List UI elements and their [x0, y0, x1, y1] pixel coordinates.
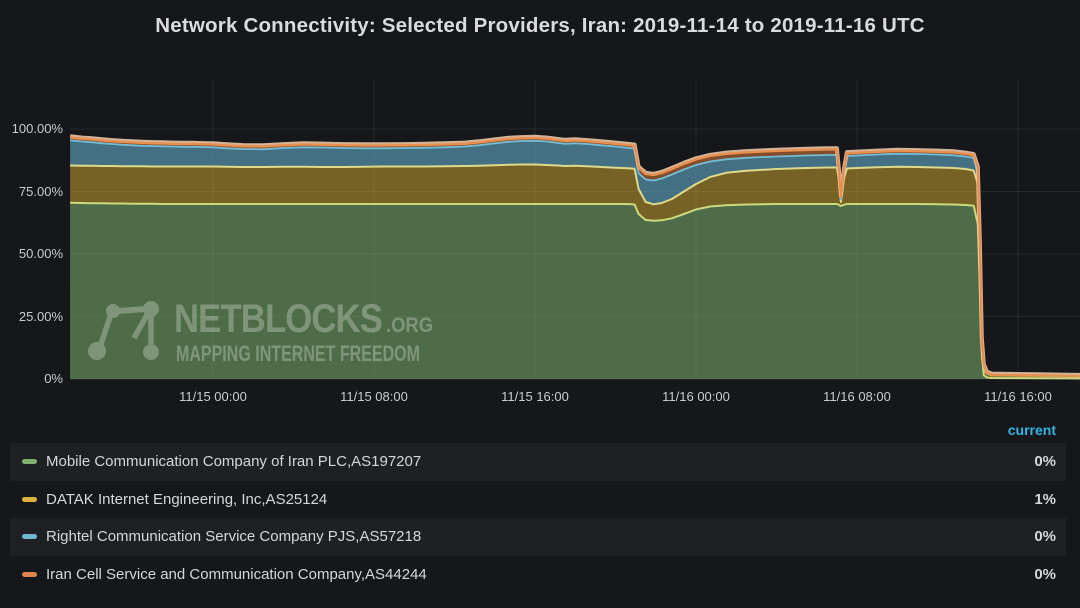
- legend: current Mobile Communication Company of …: [0, 419, 1080, 583]
- y-tick-label: 100.00%: [11, 121, 63, 136]
- y-tick-label: 75.00%: [18, 183, 63, 199]
- legend-current-column-header[interactable]: current: [1007, 422, 1056, 438]
- series-current-value-mci: 0%: [1034, 453, 1056, 470]
- watermark-tagline: MAPPING INTERNET FREEDOM: [176, 341, 420, 366]
- legend-row-rightel[interactable]: Rightel Communication Service Company PJ…: [10, 518, 1066, 556]
- x-tick-label: 11/15 16:00: [501, 389, 569, 404]
- series-label-mci[interactable]: Mobile Communication Company of Iran PLC…: [46, 453, 422, 471]
- netblocks-watermark: NETBLOCKS .ORG MAPPING INTERNET FREEDOM: [88, 297, 433, 366]
- watermark-node-icon: [143, 301, 159, 317]
- legend-row-irancell[interactable]: Iran Cell Service and Communication Comp…: [10, 556, 1066, 594]
- legend-row-datak[interactable]: DATAK Internet Engineering, Inc,AS25124 …: [10, 481, 1066, 519]
- series-swatch-mci: [22, 459, 37, 465]
- series-line-3: [69, 136, 1080, 378]
- watermark-link-icon: [98, 316, 113, 345]
- series-fill-0: [70, 202, 1080, 379]
- series-line-1: [70, 163, 1080, 378]
- watermark-node-icon: [143, 344, 159, 360]
- watermark-node-icon: [88, 342, 106, 360]
- x-tick-label: 11/16 16:00: [984, 389, 1052, 404]
- series-label-irancell[interactable]: Iran Cell Service and Communication Comp…: [46, 565, 427, 583]
- series-line-0: [70, 201, 1080, 380]
- series-swatch-datak: [22, 496, 37, 502]
- watermark-link-icon: [117, 306, 147, 314]
- series-current-value-rightel: 0%: [1034, 528, 1056, 545]
- series-label-rightel[interactable]: Rightel Communication Service Company PJ…: [46, 528, 422, 546]
- x-tick-label: 11/16 08:00: [823, 389, 891, 404]
- y-tick-label: 25.00%: [18, 308, 63, 324]
- series-line-halo: [69, 134, 1080, 377]
- x-tick-label: 11/15 08:00: [340, 389, 408, 404]
- watermark-brand: NETBLOCKS: [174, 297, 382, 341]
- watermark-node-icon: [106, 304, 120, 318]
- y-tick-label: 0%: [44, 371, 63, 386]
- watermark-link-icon: [131, 313, 150, 340]
- x-tick-label: 11/16 00:00: [662, 389, 730, 404]
- connectivity-area-chart[interactable]: NETBLOCKS .ORG MAPPING INTERNET FREEDOM: [0, 0, 1080, 415]
- series-swatch-rightel: [22, 534, 37, 540]
- series-swatch-irancell: [22, 571, 37, 577]
- series-fill-1: [70, 164, 1080, 379]
- legend-row-mci[interactable]: Mobile Communication Company of Iran PLC…: [10, 443, 1066, 481]
- series-line-2: [70, 139, 1080, 378]
- legend-rows: Mobile Communication Company of Iran PLC…: [10, 443, 1066, 593]
- series-current-value-datak: 1%: [1034, 490, 1056, 508]
- series-fill-2: [70, 140, 1080, 377]
- series-label-datak[interactable]: DATAK Internet Engineering, Inc,AS25124: [46, 490, 328, 508]
- series-current-value-irancell: 0%: [1034, 565, 1056, 583]
- watermark-tld: .ORG: [386, 314, 433, 337]
- page-title: Network Connectivity: Selected Providers…: [155, 14, 925, 37]
- x-tick-label: 11/15 00:00: [179, 389, 247, 404]
- y-tick-label: 50.00%: [18, 246, 63, 261]
